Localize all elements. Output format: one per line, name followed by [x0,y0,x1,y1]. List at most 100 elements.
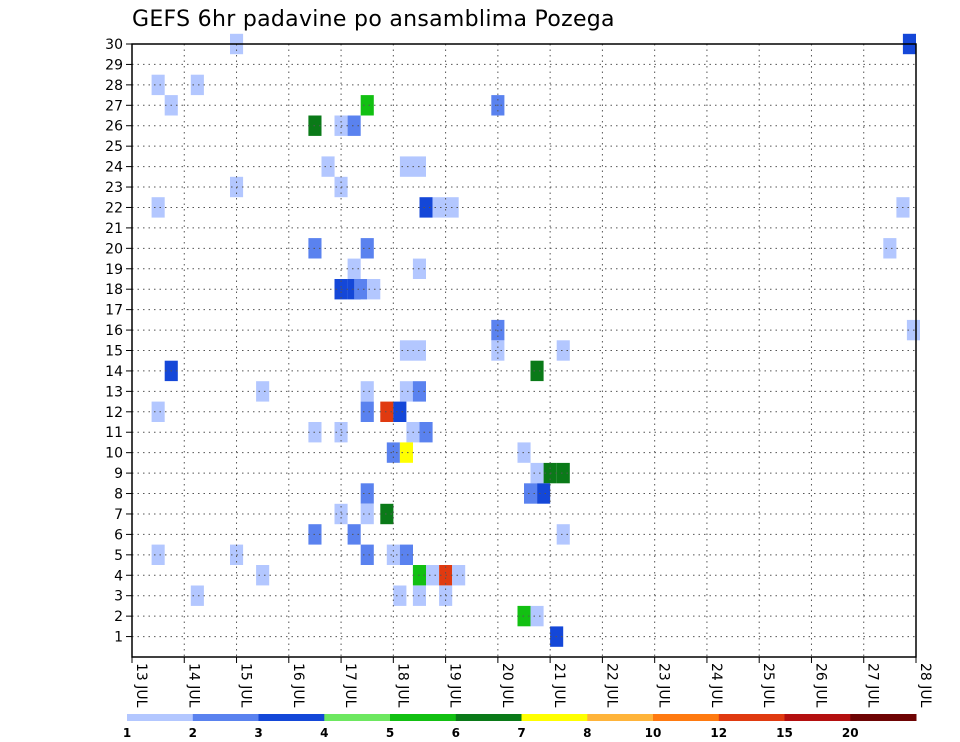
heatmap-cell [151,197,165,218]
colorbar: 1 2 3 4 5 6 7 8 10 12 15 20 [123,714,917,740]
y-tick-label: 19 [105,262,123,278]
heatmap-cell [360,483,374,504]
y-tick-label: 27 [105,98,123,114]
heatmap-cell [399,381,413,402]
x-tick-label: 17 JUL [342,663,358,708]
x-tick-label: 28 JUL [917,663,933,708]
heatmap-cell [360,381,374,402]
heatmap-cell [386,544,400,565]
y-tick-label: 25 [105,139,123,155]
heatmap-cell [151,401,165,422]
heatmap-cell [419,197,433,218]
heatmap-cell [556,340,570,361]
heatmap-cell [380,503,394,525]
y-tick-label: 2 [114,609,123,625]
y-tick-label: 30 [105,37,123,53]
x-tick-label: 13 JUL [133,663,149,708]
heatmap-cell [556,462,570,484]
y-tick-label: 11 [105,425,123,441]
colorbar-swatch [127,714,194,721]
colorbar-swatch [850,714,917,721]
y-tick-label: 3 [114,589,123,605]
x-tick-label: 22 JUL [603,663,619,708]
y-tick-label: 8 [114,487,123,503]
y-tick-label: 9 [114,466,123,482]
y-tick-label: 1 [114,630,123,646]
y-tick-label: 17 [105,303,123,319]
heatmap-cell [190,585,204,606]
heatmap-cell [517,605,531,627]
heatmap-cell [256,381,270,402]
colorbar-label: 20 [842,726,859,740]
colorbar-swatch [521,714,588,721]
x-tick-label: 26 JUL [812,663,828,708]
y-tick-label: 4 [114,568,123,584]
colorbar-swatch [587,714,654,721]
heatmap-cells [151,33,920,647]
heatmap-cell [556,524,570,545]
y-tick-label: 24 [105,160,123,176]
y-tick-label: 10 [105,446,123,462]
heatmap-cell [190,74,204,96]
heatmap-cell [360,544,374,565]
colorbar-label: 1 [123,726,131,740]
colorbar-label: 12 [710,726,727,740]
heatmap-cell [530,605,544,627]
heatmap-cell [399,340,413,361]
heatmap-cell [524,483,538,504]
heatmap-cell [517,442,531,463]
heatmap-cell [380,401,394,422]
y-tick-label: 14 [105,364,123,380]
heatmap-cell [530,462,544,484]
heatmap-cell [399,442,413,463]
y-tick-label: 22 [105,200,123,216]
colorbar-swatch [192,714,259,721]
x-tick-label: 23 JUL [656,663,672,708]
colorbar-swatch [390,714,457,721]
y-tick-label: 5 [114,548,123,564]
x-tick-label: 21 JUL [551,663,567,708]
colorbar-label: 3 [254,726,262,740]
chart-title: GEFS 6hr padavine po ansamblima Pozega [132,7,615,32]
heatmap-cell [256,565,270,586]
heatmap-cell [399,544,413,565]
colorbar-swatch [718,714,785,721]
y-tick-label: 13 [105,384,123,400]
x-tick-label: 15 JUL [238,663,254,708]
heatmap-cell [432,197,446,218]
grid-lines [132,43,916,657]
colorbar-label: 6 [452,726,460,740]
colorbar-swatch [455,714,522,721]
heatmap-cell [393,401,407,422]
y-tick-label: 28 [105,78,123,94]
heatmap-cell [419,422,433,443]
x-tick-label: 19 JUL [447,663,463,708]
heatmap-cell [347,258,361,279]
x-tick-label: 25 JUL [760,663,776,708]
heatmap-cell [360,95,374,116]
heatmap-cell [347,524,361,545]
heatmap-cell [151,74,165,96]
colorbar-label: 8 [583,726,591,740]
colorbar-label: 5 [386,726,394,740]
x-tick-label: 27 JUL [865,663,881,708]
y-tick-label: 21 [105,221,123,237]
y-tick-label: 23 [105,180,123,196]
y-tick-label: 20 [105,241,123,257]
colorbar-swatch [324,714,391,721]
y-tick-label: 6 [114,527,123,543]
colorbar-label: 15 [776,726,793,740]
heatmap-cell [452,565,466,586]
heatmap-cell [347,115,361,136]
y-tick-label: 12 [105,405,123,421]
x-axis: 13 JUL 14 JUL 15 JUL 16 JUL 17 JUL 18 JUL 19 J… [131,657,933,708]
heatmap-cell [399,156,413,177]
x-tick-label: 18 JUL [394,663,410,708]
heatmap-cell [530,360,544,382]
x-tick-label: 20 JUL [499,663,515,708]
y-axis: 1234567891011121314151617181920212223242… [105,37,132,646]
colorbar-swatch [784,714,851,721]
heatmap-cell [354,279,368,300]
x-tick-label: 14 JUL [185,663,201,708]
